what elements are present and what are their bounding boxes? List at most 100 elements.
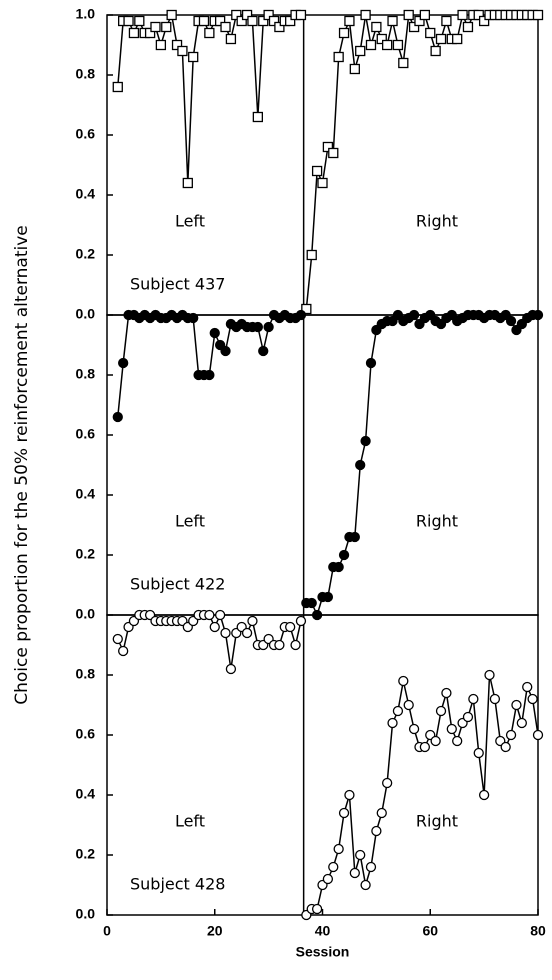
marker [209, 621, 220, 633]
marker [435, 33, 447, 45]
marker [365, 39, 377, 51]
y-tick-label: 0.2 [76, 846, 96, 862]
marker [392, 705, 404, 717]
marker [473, 9, 484, 21]
marker [338, 807, 350, 819]
marker [118, 645, 129, 657]
marker [295, 9, 307, 21]
marker [220, 21, 231, 33]
marker [403, 9, 414, 21]
marker [360, 879, 371, 891]
marker [441, 15, 452, 27]
marker [344, 15, 355, 27]
marker [274, 21, 285, 33]
marker [263, 321, 274, 333]
marker [285, 15, 296, 27]
marker [338, 27, 350, 39]
marker [144, 27, 156, 39]
marker [166, 9, 177, 21]
y-tick-label: 0.4 [76, 786, 96, 802]
marker [225, 663, 237, 675]
marker [505, 729, 517, 741]
marker [112, 411, 123, 423]
y-tick-label: 0.8 [76, 66, 96, 82]
marker [268, 15, 280, 27]
marker [171, 39, 183, 51]
y-tick-label: 0.6 [76, 726, 96, 742]
marker [134, 15, 145, 27]
marker [511, 699, 522, 711]
marker [392, 39, 404, 51]
marker [328, 147, 339, 159]
y-tick-label: 0.6 [76, 426, 96, 442]
x-axis-label: Session [296, 944, 350, 960]
series-line [305, 674, 539, 916]
marker [435, 705, 447, 717]
marker [500, 741, 511, 753]
marker [322, 141, 334, 153]
marker [295, 615, 307, 627]
plot-frame [106, 14, 539, 316]
y-tick-label: 0.4 [76, 486, 96, 502]
marker [408, 21, 420, 33]
marker [452, 33, 463, 45]
marker [112, 81, 123, 93]
marker [188, 51, 199, 63]
marker [198, 15, 210, 27]
annotation: Left [175, 812, 205, 831]
marker [484, 669, 495, 681]
y-tick-label: 1.0 [76, 6, 96, 22]
marker [161, 21, 172, 33]
marker [532, 9, 544, 21]
marker [430, 735, 441, 747]
marker [365, 357, 377, 369]
marker [478, 789, 490, 801]
marker [311, 903, 323, 915]
marker [365, 861, 377, 873]
marker [112, 633, 123, 645]
marker [398, 675, 409, 687]
series-line [117, 12, 301, 184]
marker [419, 741, 431, 753]
marker [446, 723, 457, 735]
marker [252, 111, 264, 123]
plot-frame [106, 614, 539, 916]
marker [505, 315, 517, 327]
marker [398, 57, 409, 69]
y-tick-label: 0.8 [76, 366, 96, 382]
marker [344, 789, 355, 801]
annotation: Left [175, 212, 205, 231]
marker [473, 747, 484, 759]
marker [247, 15, 258, 27]
annotation: Right [416, 212, 458, 231]
marker [311, 165, 323, 177]
marker [381, 777, 393, 789]
x-tick-label: 40 [315, 923, 331, 939]
marker [532, 729, 544, 741]
marker [355, 849, 366, 861]
marker [489, 693, 501, 705]
annotation: Subject 437 [130, 275, 225, 294]
marker [306, 597, 317, 609]
marker [220, 345, 231, 357]
marker [349, 63, 360, 75]
marker [527, 693, 538, 705]
marker [155, 39, 167, 51]
marker [258, 15, 269, 27]
marker [322, 591, 334, 603]
y-tick-label: 0.2 [76, 246, 96, 262]
marker [355, 45, 366, 57]
marker [371, 21, 382, 33]
marker [333, 561, 344, 573]
marker [376, 807, 387, 819]
marker [430, 45, 441, 57]
y-tick-label: 0.0 [76, 606, 96, 622]
marker [290, 639, 301, 651]
y-tick-label: 0.0 [76, 306, 96, 322]
marker [376, 33, 387, 45]
marker [295, 309, 307, 321]
marker [408, 723, 420, 735]
marker [118, 357, 129, 369]
marker [371, 825, 382, 837]
